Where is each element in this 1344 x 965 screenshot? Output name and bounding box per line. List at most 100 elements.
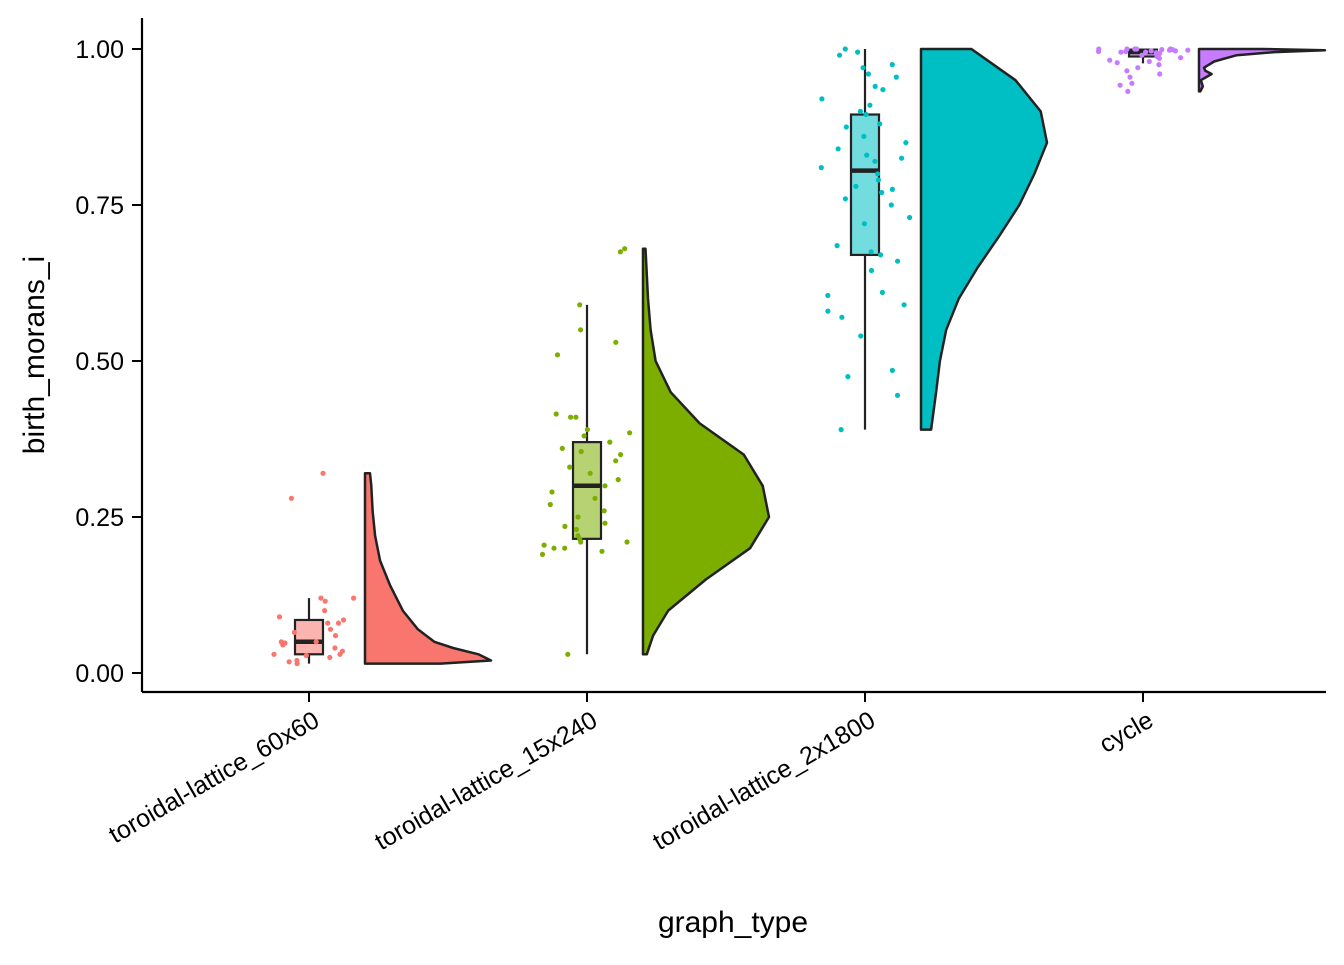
data-point: [1135, 65, 1141, 71]
data-point: [1125, 88, 1131, 94]
data-point: [878, 252, 884, 258]
data-point: [857, 108, 864, 114]
data-point: [554, 352, 561, 358]
data-point: [889, 62, 895, 68]
data-point: [565, 651, 571, 657]
data-point: [1178, 55, 1184, 61]
data-point: [1157, 71, 1163, 77]
data-point: [1117, 82, 1123, 88]
data-point: [867, 102, 873, 108]
y-tick-label: 1.00: [75, 36, 124, 64]
x-tick-label: toroidal-lattice_2x1800: [648, 706, 880, 856]
y-tick-label: 0.00: [75, 660, 124, 688]
data-point: [860, 65, 866, 71]
data-point: [601, 508, 607, 514]
density-cloud: [919, 47, 1049, 431]
data-point: [907, 214, 913, 221]
data-point: [322, 608, 328, 614]
data-point: [834, 243, 840, 249]
data-point: [562, 545, 568, 551]
data-point: [879, 289, 886, 295]
data-point: [615, 477, 621, 483]
data-point: [875, 177, 882, 183]
data-point: [332, 645, 338, 651]
data-point: [1107, 57, 1113, 63]
data-point: [864, 152, 870, 158]
data-point: [613, 339, 619, 345]
data-point: [587, 470, 593, 476]
data-point: [624, 539, 630, 545]
data-point: [584, 427, 591, 433]
data-point: [863, 111, 869, 118]
data-point: [901, 302, 907, 308]
data-point: [559, 445, 565, 451]
y-tick-label: 0.75: [75, 192, 124, 220]
axes: [140, 18, 1326, 694]
data-point: [291, 629, 297, 636]
data-point: [1166, 47, 1173, 53]
data-point: [835, 146, 841, 152]
data-point: [340, 617, 347, 623]
data-point: [819, 96, 825, 102]
data-point: [825, 292, 831, 299]
data-point: [825, 308, 831, 314]
y-ticks: 0.00 0.25 0.50 0.75 1.00: [75, 36, 142, 688]
data-point: [568, 414, 574, 420]
data-point: [276, 614, 283, 620]
data-point: [1134, 46, 1140, 52]
boxplots: [293, 48, 1159, 664]
data-point: [553, 411, 559, 417]
data-point: [1146, 58, 1152, 65]
data-point: [903, 140, 909, 146]
data-point: [893, 74, 899, 80]
box: [571, 441, 603, 540]
data-point: [573, 526, 580, 533]
data-point: [332, 633, 339, 639]
density-cloud: [1197, 47, 1327, 93]
data-point: [567, 464, 573, 470]
data-point: [1114, 60, 1120, 66]
data-point: [1127, 74, 1133, 80]
data-point: [602, 520, 608, 526]
data-point: [1124, 68, 1130, 74]
data-point: [818, 165, 824, 171]
data-point: [573, 414, 579, 420]
y-axis-title: birth_morans_i: [18, 256, 51, 454]
data-point: [322, 598, 328, 604]
data-point: [539, 551, 546, 558]
density-cloud: [641, 247, 771, 656]
data-point: [868, 249, 874, 255]
data-point: [562, 523, 568, 530]
data-point: [861, 133, 867, 139]
data-point: [313, 639, 319, 645]
data-point: [577, 302, 583, 308]
data-point: [1143, 49, 1149, 55]
data-point: [872, 158, 878, 164]
data-point: [541, 542, 547, 548]
data-point: [599, 548, 605, 554]
data-point: [889, 367, 896, 373]
data-point: [547, 501, 553, 508]
data-point: [288, 495, 294, 501]
data-point: [889, 186, 896, 192]
x-tick-label: toroidal-lattice_60x60: [104, 706, 324, 849]
data-point: [842, 46, 848, 52]
data-point: [838, 427, 844, 433]
data-point: [880, 87, 886, 93]
data-point: [549, 489, 555, 495]
data-point: [855, 49, 861, 55]
data-point: [578, 448, 584, 455]
data-point: [879, 189, 885, 196]
data-point: [872, 83, 878, 89]
data-point: [280, 642, 286, 648]
data-point: [318, 595, 324, 601]
data-point: [351, 595, 357, 601]
data-point: [875, 171, 881, 177]
data-point: [286, 659, 292, 665]
jitter-points: [271, 46, 1191, 667]
data-point: [858, 333, 864, 339]
y-tick-label: 0.25: [75, 504, 124, 532]
data-point: [575, 514, 581, 520]
data-point: [895, 258, 901, 264]
